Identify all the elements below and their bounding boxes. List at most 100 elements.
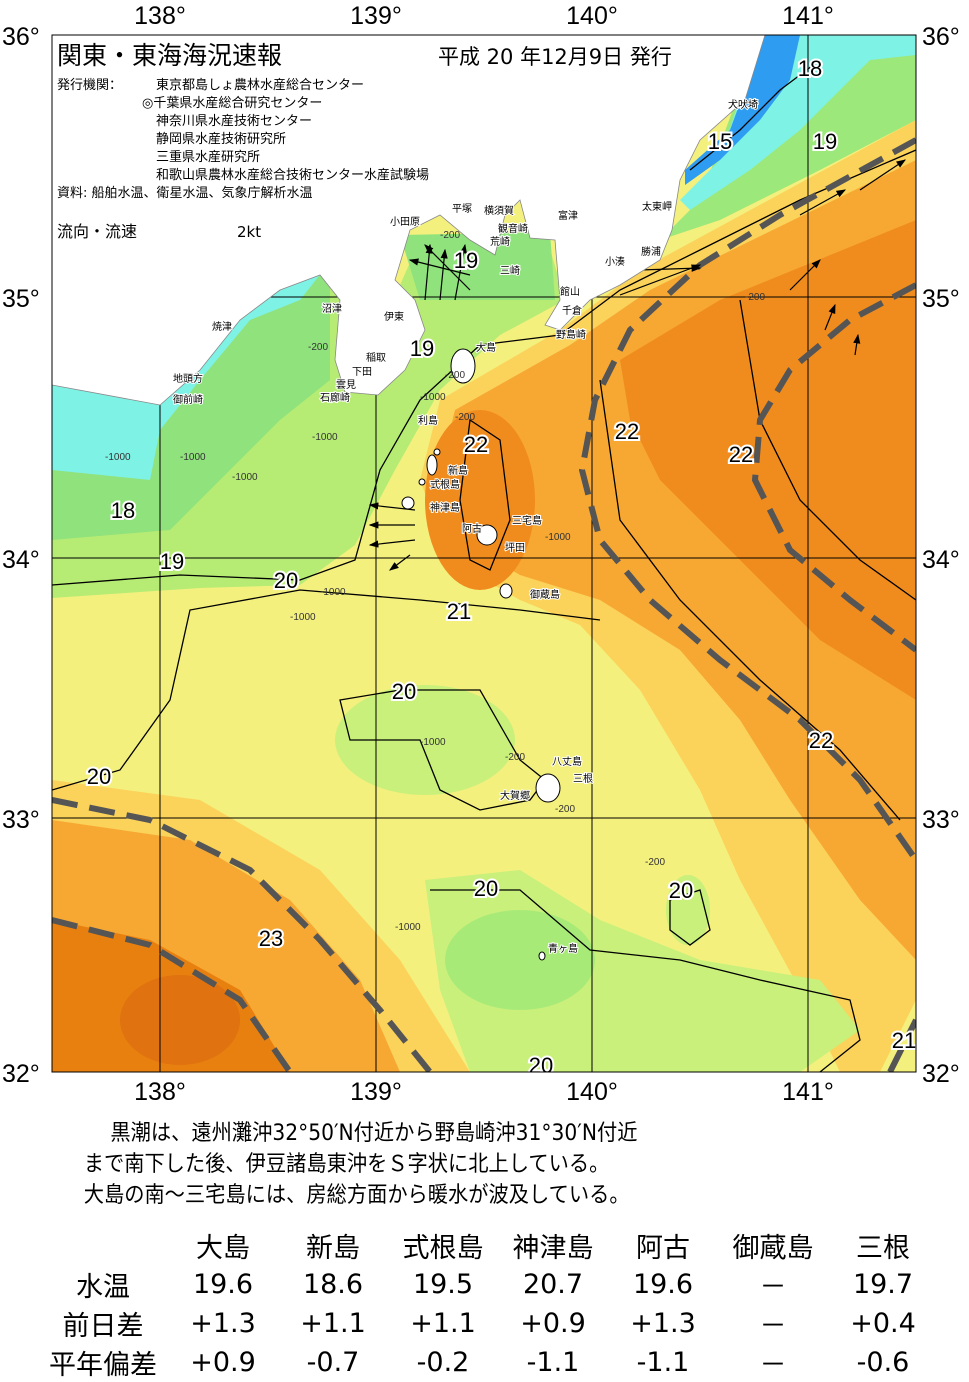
depth-label: -1000 bbox=[420, 392, 446, 403]
latitude-label: 34° bbox=[2, 546, 40, 574]
place-name: 石廊崎 bbox=[320, 391, 350, 404]
island-toshima bbox=[433, 448, 441, 456]
observation-value: -1.1 bbox=[526, 1347, 580, 1378]
island-hachijojima bbox=[535, 773, 561, 803]
isotherm-label: 18 bbox=[111, 498, 135, 523]
current-legend-scale: 2kt bbox=[237, 223, 261, 241]
publisher: 三重県水産研究所 bbox=[156, 149, 260, 165]
land-honshu bbox=[52, 35, 766, 406]
isotherms bbox=[52, 59, 916, 1072]
observation-value: 19.7 bbox=[852, 1269, 914, 1300]
place-name: 利島 bbox=[418, 414, 438, 427]
longitude-label: 139° bbox=[350, 2, 402, 30]
place-name: 小湊 bbox=[605, 255, 625, 268]
latitude-label: 34° bbox=[922, 546, 960, 574]
observation-value: +0.9 bbox=[520, 1308, 586, 1339]
observation-value: － bbox=[759, 1350, 787, 1381]
latitude-label: 33° bbox=[922, 806, 960, 834]
station-name: 御蔵島 bbox=[732, 1233, 814, 1264]
place-name: 三崎 bbox=[500, 264, 520, 277]
observation-value: +0.4 bbox=[850, 1308, 916, 1339]
row-label: 平年偏差 bbox=[49, 1350, 157, 1381]
isotherm-label: 20 bbox=[274, 568, 298, 593]
observation-row: 水温 19.6 18.6 19.5 20.7 19.6 － 19.7 bbox=[38, 1265, 938, 1304]
place-name: 新島 bbox=[448, 464, 468, 477]
sea-cyan-northeast bbox=[680, 35, 916, 210]
isotherm-label: 22 bbox=[464, 432, 488, 457]
station-name: 新島 bbox=[306, 1233, 360, 1264]
observation-value: +0.9 bbox=[190, 1347, 256, 1378]
sea-temperature-map: -200 -200 -200 -200 -1000 -1000 -1000 -1000 -100… bbox=[2, 2, 960, 1106]
isotherm-label: 23 bbox=[259, 926, 283, 951]
place-name: 勝浦 bbox=[641, 245, 661, 258]
longitude-label: 141° bbox=[782, 2, 834, 30]
isotherm-label: 21 bbox=[447, 599, 471, 624]
observation-value: -0.2 bbox=[416, 1347, 470, 1378]
isotherm-label: 20 bbox=[529, 1053, 553, 1078]
island-miyakejima bbox=[476, 524, 498, 546]
depth-label: -1000 bbox=[320, 587, 346, 598]
kuroshio-axis bbox=[52, 137, 916, 1072]
isotherm-label: 20 bbox=[392, 679, 416, 704]
latitude-label: 36° bbox=[922, 23, 960, 51]
depth-label: -1000 bbox=[105, 452, 131, 463]
depth-labels: -200 -200 -200 -200 -1000 -1000 -1000 -1000 -100… bbox=[105, 230, 765, 933]
place-name: 千倉 bbox=[562, 304, 582, 317]
observation-value: -0.6 bbox=[856, 1347, 910, 1378]
isotherm-label: 15 bbox=[708, 129, 732, 154]
observation-value: +1.1 bbox=[300, 1308, 366, 1339]
island-oshima bbox=[450, 348, 476, 384]
island-aogashima bbox=[538, 951, 546, 961]
latitude-label: 32° bbox=[922, 1060, 960, 1088]
place-name: 観音崎 bbox=[498, 222, 528, 235]
observation-value: -1.1 bbox=[636, 1347, 690, 1378]
island-shikinejima bbox=[418, 478, 426, 486]
isotherm-label: 20 bbox=[669, 878, 693, 903]
depth-label: -1000 bbox=[420, 737, 446, 748]
depth-label: -1000 bbox=[290, 612, 316, 623]
isotherm-label: 19 bbox=[160, 549, 184, 574]
sea-blue-northeast bbox=[685, 35, 800, 185]
isotherm-label: 19 bbox=[813, 129, 837, 154]
isotherm-label: 20 bbox=[474, 876, 498, 901]
publisher: ◎千葉県水産総合研究センター bbox=[142, 95, 322, 111]
publisher: 神奈川県水産技術センター bbox=[156, 113, 312, 129]
sea-green-patch bbox=[335, 685, 515, 795]
place-name: 富津 bbox=[558, 209, 578, 222]
sea-deep-orange-miyake bbox=[425, 410, 535, 590]
longitude-label: 139° bbox=[350, 1078, 402, 1106]
depth-label: -200 bbox=[455, 412, 475, 423]
place-name: 坪田 bbox=[505, 541, 525, 554]
place-name: 荒崎 bbox=[490, 235, 510, 248]
place-name: 青ヶ島 bbox=[548, 942, 578, 955]
longitude-label: 138° bbox=[134, 1078, 186, 1106]
island-kozushima bbox=[401, 496, 415, 510]
place-name: 平塚 bbox=[452, 203, 472, 215]
station-name: 式根島 bbox=[402, 1233, 484, 1264]
latitude-label: 35° bbox=[922, 285, 960, 313]
map-area: -200 -200 -200 -200 -1000 -1000 -1000 -1000 -100… bbox=[52, 35, 916, 1078]
current-legend-label: 流向・流速 bbox=[57, 222, 137, 241]
depth-label: -1000 bbox=[232, 472, 258, 483]
longitude-label: 140° bbox=[566, 2, 618, 30]
island-niijima bbox=[426, 454, 438, 476]
place-name: 三根 bbox=[573, 772, 593, 785]
data-sources: 資料: 船舶水温、衛星水温、気象庁解析水温 bbox=[57, 185, 313, 201]
row-label: 前日差 bbox=[62, 1311, 144, 1342]
place-name: 阿古 bbox=[462, 522, 482, 535]
sea-green-south-core bbox=[445, 910, 595, 1010]
publisher-label: 発行機関： bbox=[57, 78, 122, 93]
place-name: 野島崎 bbox=[556, 328, 586, 341]
depth-label: -1000 bbox=[395, 922, 421, 933]
observation-value: － bbox=[759, 1272, 787, 1303]
place-name: 稲取 bbox=[366, 352, 386, 364]
latitude-label: 33° bbox=[2, 806, 40, 834]
station-name: 阿古 bbox=[636, 1233, 690, 1264]
depth-label: -1000 bbox=[545, 532, 571, 543]
sea-deep-orange-east bbox=[620, 220, 916, 700]
depth-label: -200 bbox=[505, 752, 525, 763]
row-label: 水温 bbox=[76, 1272, 130, 1303]
depth-label: -200 bbox=[445, 370, 465, 381]
isotherm-label: 19 bbox=[454, 248, 478, 273]
sea-green-sagami bbox=[400, 232, 555, 300]
